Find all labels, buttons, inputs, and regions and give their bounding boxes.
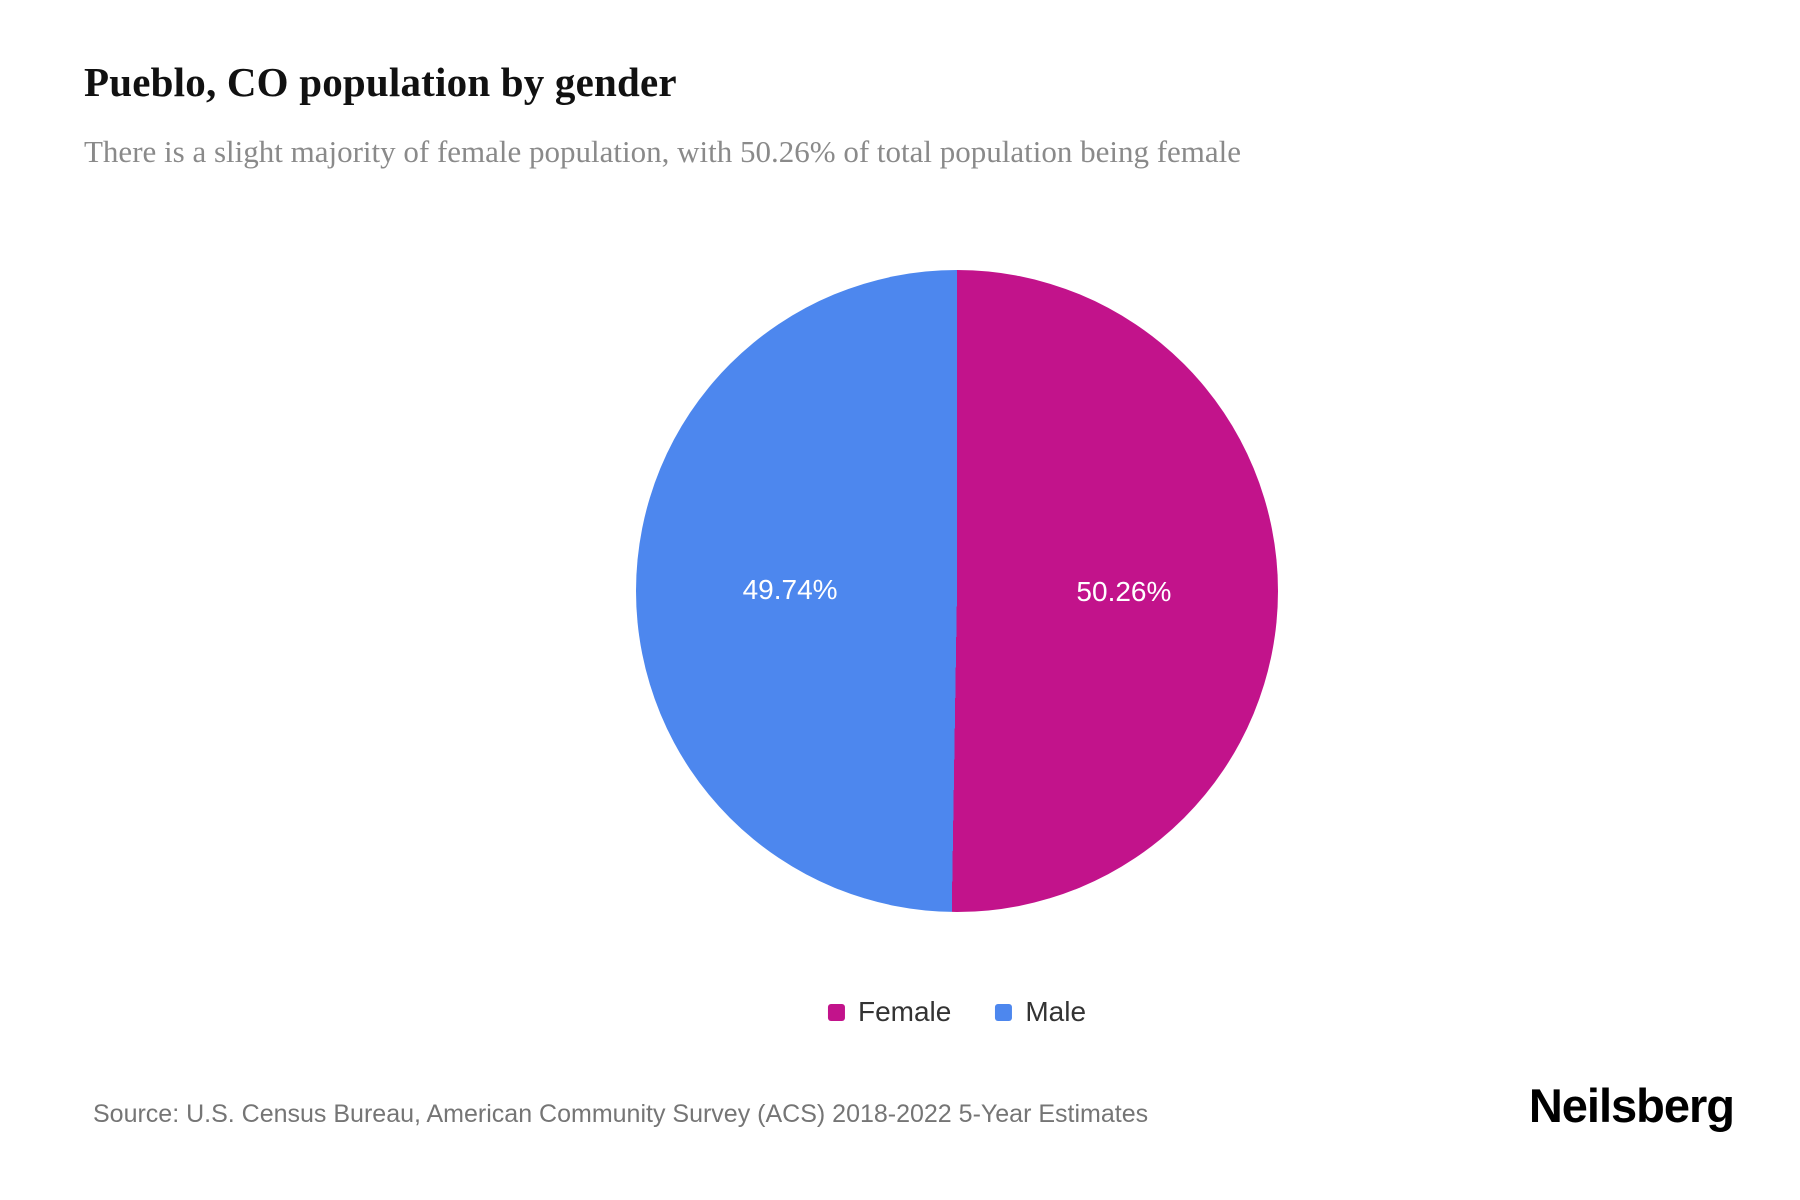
chart-subtitle: There is a slight majority of female pop…	[84, 134, 1242, 169]
legend-item-female[interactable]: Female	[827, 996, 952, 1028]
legend-item-male[interactable]: Male	[995, 996, 1086, 1028]
slice-label-male: 49.74%	[742, 573, 838, 605]
chart-title: Pueblo, CO population by gender	[84, 59, 677, 105]
source-note: Source: U.S. Census Bureau, American Com…	[93, 1100, 1149, 1128]
brand-logo[interactable]: Neilsberg	[1528, 1079, 1735, 1132]
pie-chart: 50.26% 49.74%	[636, 270, 1278, 912]
legend-label: Male	[1025, 996, 1087, 1027]
slice-label-female: 50.26%	[1076, 576, 1172, 608]
legend: Female Male	[827, 996, 1086, 1028]
legend-label: Female	[857, 996, 952, 1027]
legend-swatch-female	[827, 1003, 845, 1021]
legend-swatch-male	[995, 1003, 1013, 1021]
